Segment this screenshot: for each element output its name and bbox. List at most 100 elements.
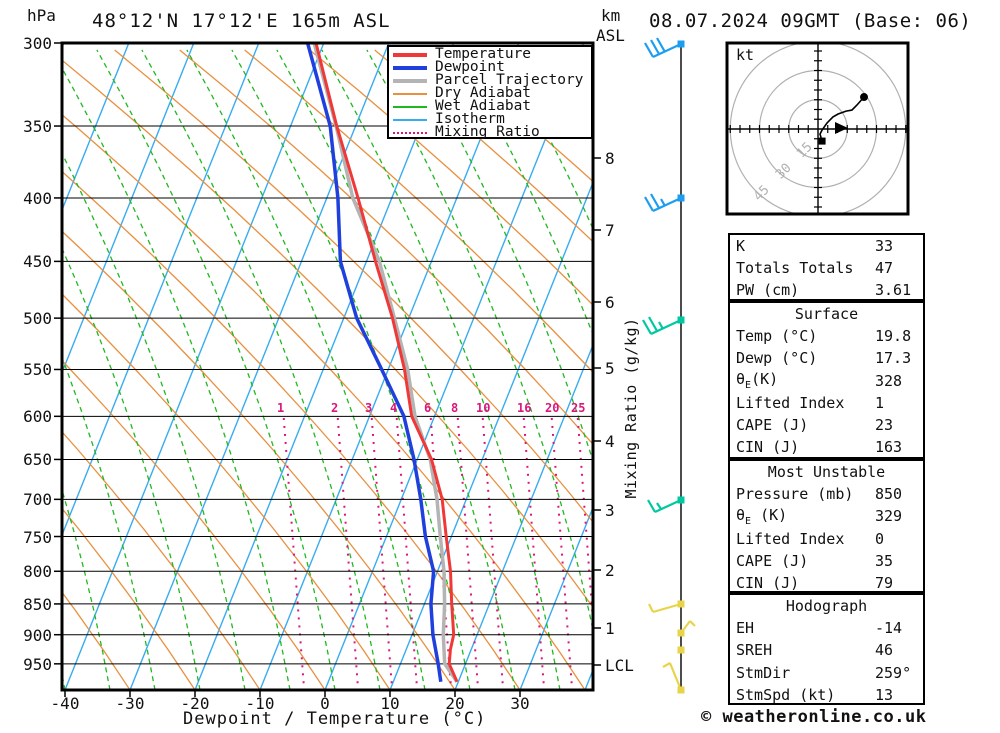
wet-adiabat-line	[276, 49, 516, 690]
mixing-ratio-value-label: 25	[571, 401, 586, 415]
table-row-label: Pressure (mb)	[736, 485, 854, 504]
mixing-ratio-line	[395, 417, 419, 690]
wet-adiabat-line	[62, 355, 156, 690]
temperature-axis-label: 20	[445, 694, 465, 713]
wet-adiabat-line	[231, 49, 471, 690]
table-row: Lifted Index 0	[730, 528, 923, 550]
wind-barb	[644, 193, 685, 212]
isotherm-line	[454, 343, 593, 690]
temperature-axis-label: -30	[115, 694, 145, 713]
wet-adiabat-line	[456, 49, 593, 337]
storm-motion-arrow	[835, 122, 849, 135]
temperature-axis-label: 30	[510, 694, 530, 713]
table-row-label: θE (K)	[736, 505, 788, 527]
wind-barb	[647, 496, 685, 513]
isotherm-line	[519, 505, 593, 690]
wind-barb-dot	[677, 194, 685, 202]
table-row-value: 79	[875, 574, 894, 593]
dry-adiabat-line	[62, 59, 593, 609]
pressure-axis-label: 550	[23, 360, 52, 380]
hodograph-end-marker	[860, 93, 869, 102]
table-row-value: 259°	[875, 663, 912, 682]
dry-adiabat-line	[62, 230, 456, 690]
mixing-ratio-value-label: 2	[331, 401, 339, 415]
legend-item: Mixing Ratio	[393, 124, 591, 140]
wet-adiabat-line	[141, 49, 381, 690]
table-row-label: CAPE (J)	[736, 551, 809, 570]
wet-adiabat-line	[62, 66, 291, 690]
legend-label: Mixing Ratio	[435, 124, 540, 140]
legend-label: Dry Adiabat	[435, 85, 532, 101]
table-row: StmSpd (kt) 13	[730, 684, 923, 706]
dry-adiabat-line	[114, 49, 593, 524]
km-axis-label: 1	[605, 619, 615, 638]
wind-barb	[677, 620, 696, 637]
dry-adiabat-line	[309, 49, 593, 307]
table-row: Pressure (mb) 850	[730, 483, 923, 505]
mixing-ratio-value-label: 20	[545, 401, 560, 415]
station-title: 48°12'N 17°12'E 165m ASL	[92, 10, 391, 32]
table-row-label: Dewp (°C)	[736, 349, 818, 368]
table-row-label: CAPE (J)	[736, 416, 809, 435]
isotherm-line	[62, 43, 260, 537]
table-row-value: 328	[875, 371, 903, 390]
table-row-value: 1	[875, 393, 885, 412]
wind-barb	[642, 316, 685, 335]
legend: Temperature Dewpoint Parcel Trajectory Dry …	[387, 45, 593, 139]
isotherm-line	[64, 43, 325, 690]
legend-label: Dewpoint	[435, 59, 505, 75]
valid-time-title: 08.07.2024 09GMT (Base: 06)	[649, 10, 972, 32]
temperature-axis-label: -10	[245, 694, 275, 713]
legend-label: Temperature	[435, 46, 532, 62]
table-row-value: 850	[875, 485, 903, 504]
mixing-ratio-line	[481, 417, 505, 690]
wind-barb-dot	[677, 496, 685, 504]
km-axis-label: 8	[605, 149, 615, 168]
indices-table: Most Unstable Pressure (mb) 850 θE (K) 329 Li…	[728, 459, 925, 593]
legend-sample-line	[393, 105, 427, 108]
mixing-ratio-value-label: 10	[476, 401, 491, 415]
legend-item: Temperature	[393, 46, 591, 62]
pressure-axis-label: 750	[23, 527, 52, 547]
wet-adiabat-line	[321, 49, 561, 690]
table-row-label: CIN (J)	[736, 574, 800, 593]
km-axis-label: 5	[605, 359, 615, 378]
dry-adiabat-line	[439, 49, 593, 183]
wet-adiabat-line	[62, 487, 111, 690]
dry-adiabat-line	[62, 113, 586, 690]
table-row-label: CIN (J)	[736, 438, 800, 457]
table-row-label: Totals Totals	[736, 259, 854, 278]
dry-adiabat-line	[244, 49, 593, 374]
lcl-label: LCL	[605, 656, 634, 675]
isotherm-line	[324, 43, 585, 690]
table-row-value: 46	[875, 641, 894, 660]
wind-barb-dot	[677, 686, 685, 694]
dry-adiabat-line	[62, 359, 326, 690]
dry-adiabat-line	[62, 293, 391, 690]
legend-label: Parcel Trajectory	[435, 72, 584, 88]
km-axis-label: 6	[605, 293, 615, 312]
pressure-axis-label: 600	[23, 407, 52, 427]
table-row: K 33	[730, 235, 923, 257]
table-row-value: 17.3	[875, 349, 912, 368]
mixing-ratio-value-label: 3	[365, 401, 373, 415]
table-header: Hodograph	[785, 597, 868, 616]
table-row-value: 19.8	[875, 327, 912, 346]
table-row-label: EH	[736, 619, 755, 638]
table-row-value: 0	[875, 529, 885, 548]
pressure-axis-label: 800	[23, 562, 52, 582]
hodograph-start-marker	[818, 137, 826, 145]
mixing-ratio-line	[282, 417, 306, 690]
km-axis-label: 4	[605, 432, 615, 451]
table-row: StmDir 259°	[730, 662, 923, 684]
table-row-label: Lifted Index	[736, 393, 845, 412]
table-row-label: Lifted Index	[736, 529, 845, 548]
indices-table: Surface Temp (°C) 19.8 Dewp (°C) 17.3 θE(K) 32…	[728, 301, 925, 459]
table-header: Surface	[794, 305, 859, 324]
km-axis-label: 3	[605, 501, 615, 520]
mixing-ratio-value-label: 4	[390, 401, 398, 415]
isotherm-line	[259, 43, 520, 690]
pressure-axis-label: 700	[23, 490, 52, 510]
pressure-axis-label: 950	[23, 654, 52, 674]
